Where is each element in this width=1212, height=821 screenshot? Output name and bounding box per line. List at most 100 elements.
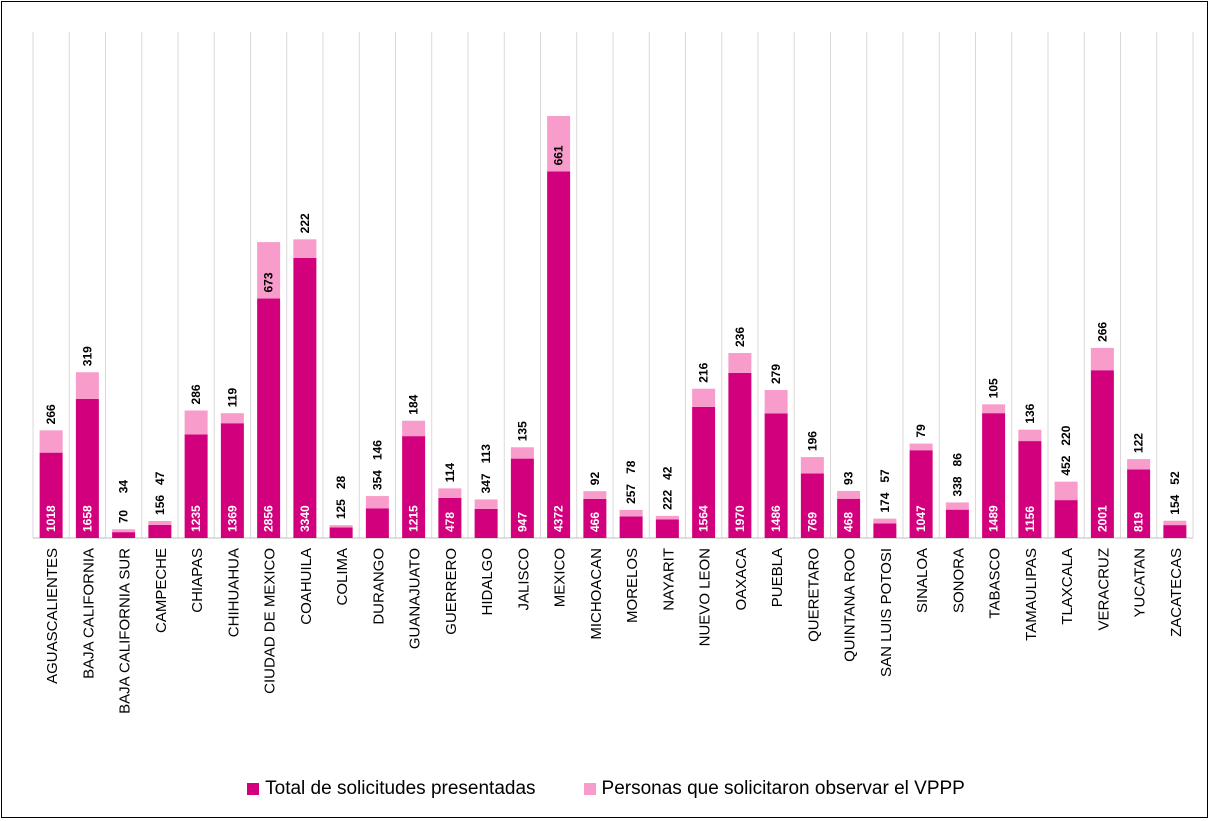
bar-personas (1018, 429, 1042, 442)
category-tick-label: SAN LUIS POTOSI (878, 548, 895, 677)
bar-total (583, 498, 607, 538)
data-label-total: 156 (153, 495, 167, 515)
bar-personas (982, 404, 1006, 414)
data-label-personas: 266 (44, 404, 58, 424)
data-label-personas: 222 (298, 213, 312, 233)
data-label-personas: 34 (117, 480, 131, 494)
data-label-total: 1235 (189, 505, 203, 532)
data-label-total: 452 (1059, 455, 1073, 475)
bar-total (945, 509, 969, 538)
bar-personas (764, 390, 788, 414)
data-label-total: 354 (370, 470, 384, 490)
bar-total (474, 508, 498, 538)
category-tick-label: QUINTANA ROO (842, 548, 859, 662)
data-label-total: 947 (515, 512, 529, 532)
data-label-personas: 28 (334, 475, 348, 489)
data-label-personas: 79 (914, 424, 928, 438)
bar-personas (619, 509, 643, 517)
data-label-total: 1156 (1023, 506, 1037, 532)
category-tick-label: AGUASCALIENTES (44, 548, 61, 684)
bar-personas (75, 372, 99, 399)
data-label-personas: 105 (987, 378, 1001, 398)
bar-personas (800, 457, 824, 474)
bar-personas (583, 491, 607, 499)
bar-total (1054, 500, 1078, 538)
data-label-personas: 47 (153, 471, 167, 485)
bar-total (800, 473, 824, 538)
bar-total (365, 508, 389, 538)
category-tick-label: NAYARIT (660, 548, 677, 611)
bar-total (655, 519, 679, 538)
bar-total (1090, 370, 1114, 538)
bar-personas (184, 410, 208, 435)
data-label-total: 2001 (1095, 505, 1109, 532)
data-label-total: 338 (950, 476, 964, 496)
bar-total (728, 372, 752, 538)
legend-swatch-total (247, 783, 260, 795)
legend-item-personas: Personas que solicitaron observar el VPP… (583, 778, 965, 800)
data-label-personas: 196 (805, 431, 819, 451)
category-tick-label: TLAXCALA (1059, 548, 1076, 625)
bar-personas (1090, 347, 1114, 371)
category-tick-label: MEXICO (552, 548, 569, 607)
bar-total (873, 523, 897, 538)
data-label-total: 478 (443, 512, 457, 532)
data-label-personas: 135 (515, 421, 529, 441)
category-tick-label: QUERETARO (805, 548, 822, 642)
bar-total (329, 527, 353, 538)
data-label-total: 3340 (298, 505, 312, 532)
data-label-personas: 42 (660, 466, 674, 480)
bar-total (220, 423, 244, 538)
data-label-personas: 236 (733, 327, 747, 347)
category-tick-label: SONORA (950, 548, 967, 613)
legend-swatch-personas (583, 783, 596, 795)
category-tick-label: CAMPECHE (153, 548, 170, 633)
data-label-personas: 93 (842, 471, 856, 485)
data-label-total: 174 (878, 492, 892, 512)
bar-personas (365, 496, 389, 509)
data-label-total: 2856 (262, 505, 276, 532)
data-label-total: 466 (588, 512, 602, 532)
bar-personas (293, 239, 317, 258)
data-label-personas: 113 (479, 444, 493, 464)
bar-total (764, 413, 788, 538)
data-label-total: 70 (117, 510, 131, 524)
bar-total (402, 436, 426, 538)
data-label-personas: 114 (443, 463, 457, 483)
category-tick-label: VERACRUZ (1095, 548, 1112, 631)
bar-total (510, 458, 534, 538)
data-label-personas: 122 (1132, 433, 1146, 453)
bar-total (619, 516, 643, 538)
bar-total (257, 298, 281, 538)
data-label-total: 4372 (552, 505, 566, 532)
data-label-total: 1047 (914, 505, 928, 532)
category-tick-label: COLIMA (334, 548, 351, 606)
data-label-personas: 86 (950, 453, 964, 467)
bar-personas (692, 388, 716, 407)
data-label-total: 819 (1132, 512, 1146, 532)
bar-personas (945, 502, 969, 510)
data-label-personas: 279 (769, 364, 783, 384)
bar-personas (655, 515, 679, 520)
data-label-total: 1018 (44, 505, 58, 532)
data-label-personas: 146 (370, 440, 384, 460)
data-label-total: 257 (624, 484, 638, 504)
data-label-total: 1564 (697, 505, 711, 532)
data-label-personas: 78 (624, 460, 638, 474)
bar-total (112, 532, 136, 538)
legend-label-total: Total de solicitudes presentadas (265, 778, 536, 799)
legend-label-personas: Personas que solicitaron observar el VPP… (601, 778, 965, 799)
bar-personas (728, 353, 752, 373)
category-tick-label: MICHOACAN (588, 548, 605, 640)
bar-total (438, 497, 462, 538)
bar-personas (909, 443, 933, 451)
category-tick-label: NUEVO LEON (697, 548, 714, 646)
bar-personas (438, 488, 462, 498)
data-label-total: 154 (1168, 494, 1182, 514)
category-tick-label: ZACATECAS (1168, 548, 1185, 637)
bar-personas (474, 499, 498, 509)
data-label-personas: 286 (189, 384, 203, 404)
bar-total (184, 434, 208, 538)
bar-personas (1163, 520, 1187, 526)
